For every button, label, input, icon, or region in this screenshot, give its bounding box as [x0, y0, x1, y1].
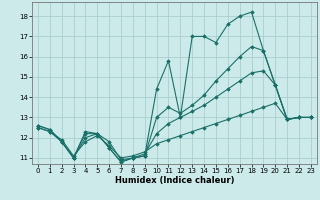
X-axis label: Humidex (Indice chaleur): Humidex (Indice chaleur): [115, 176, 234, 185]
